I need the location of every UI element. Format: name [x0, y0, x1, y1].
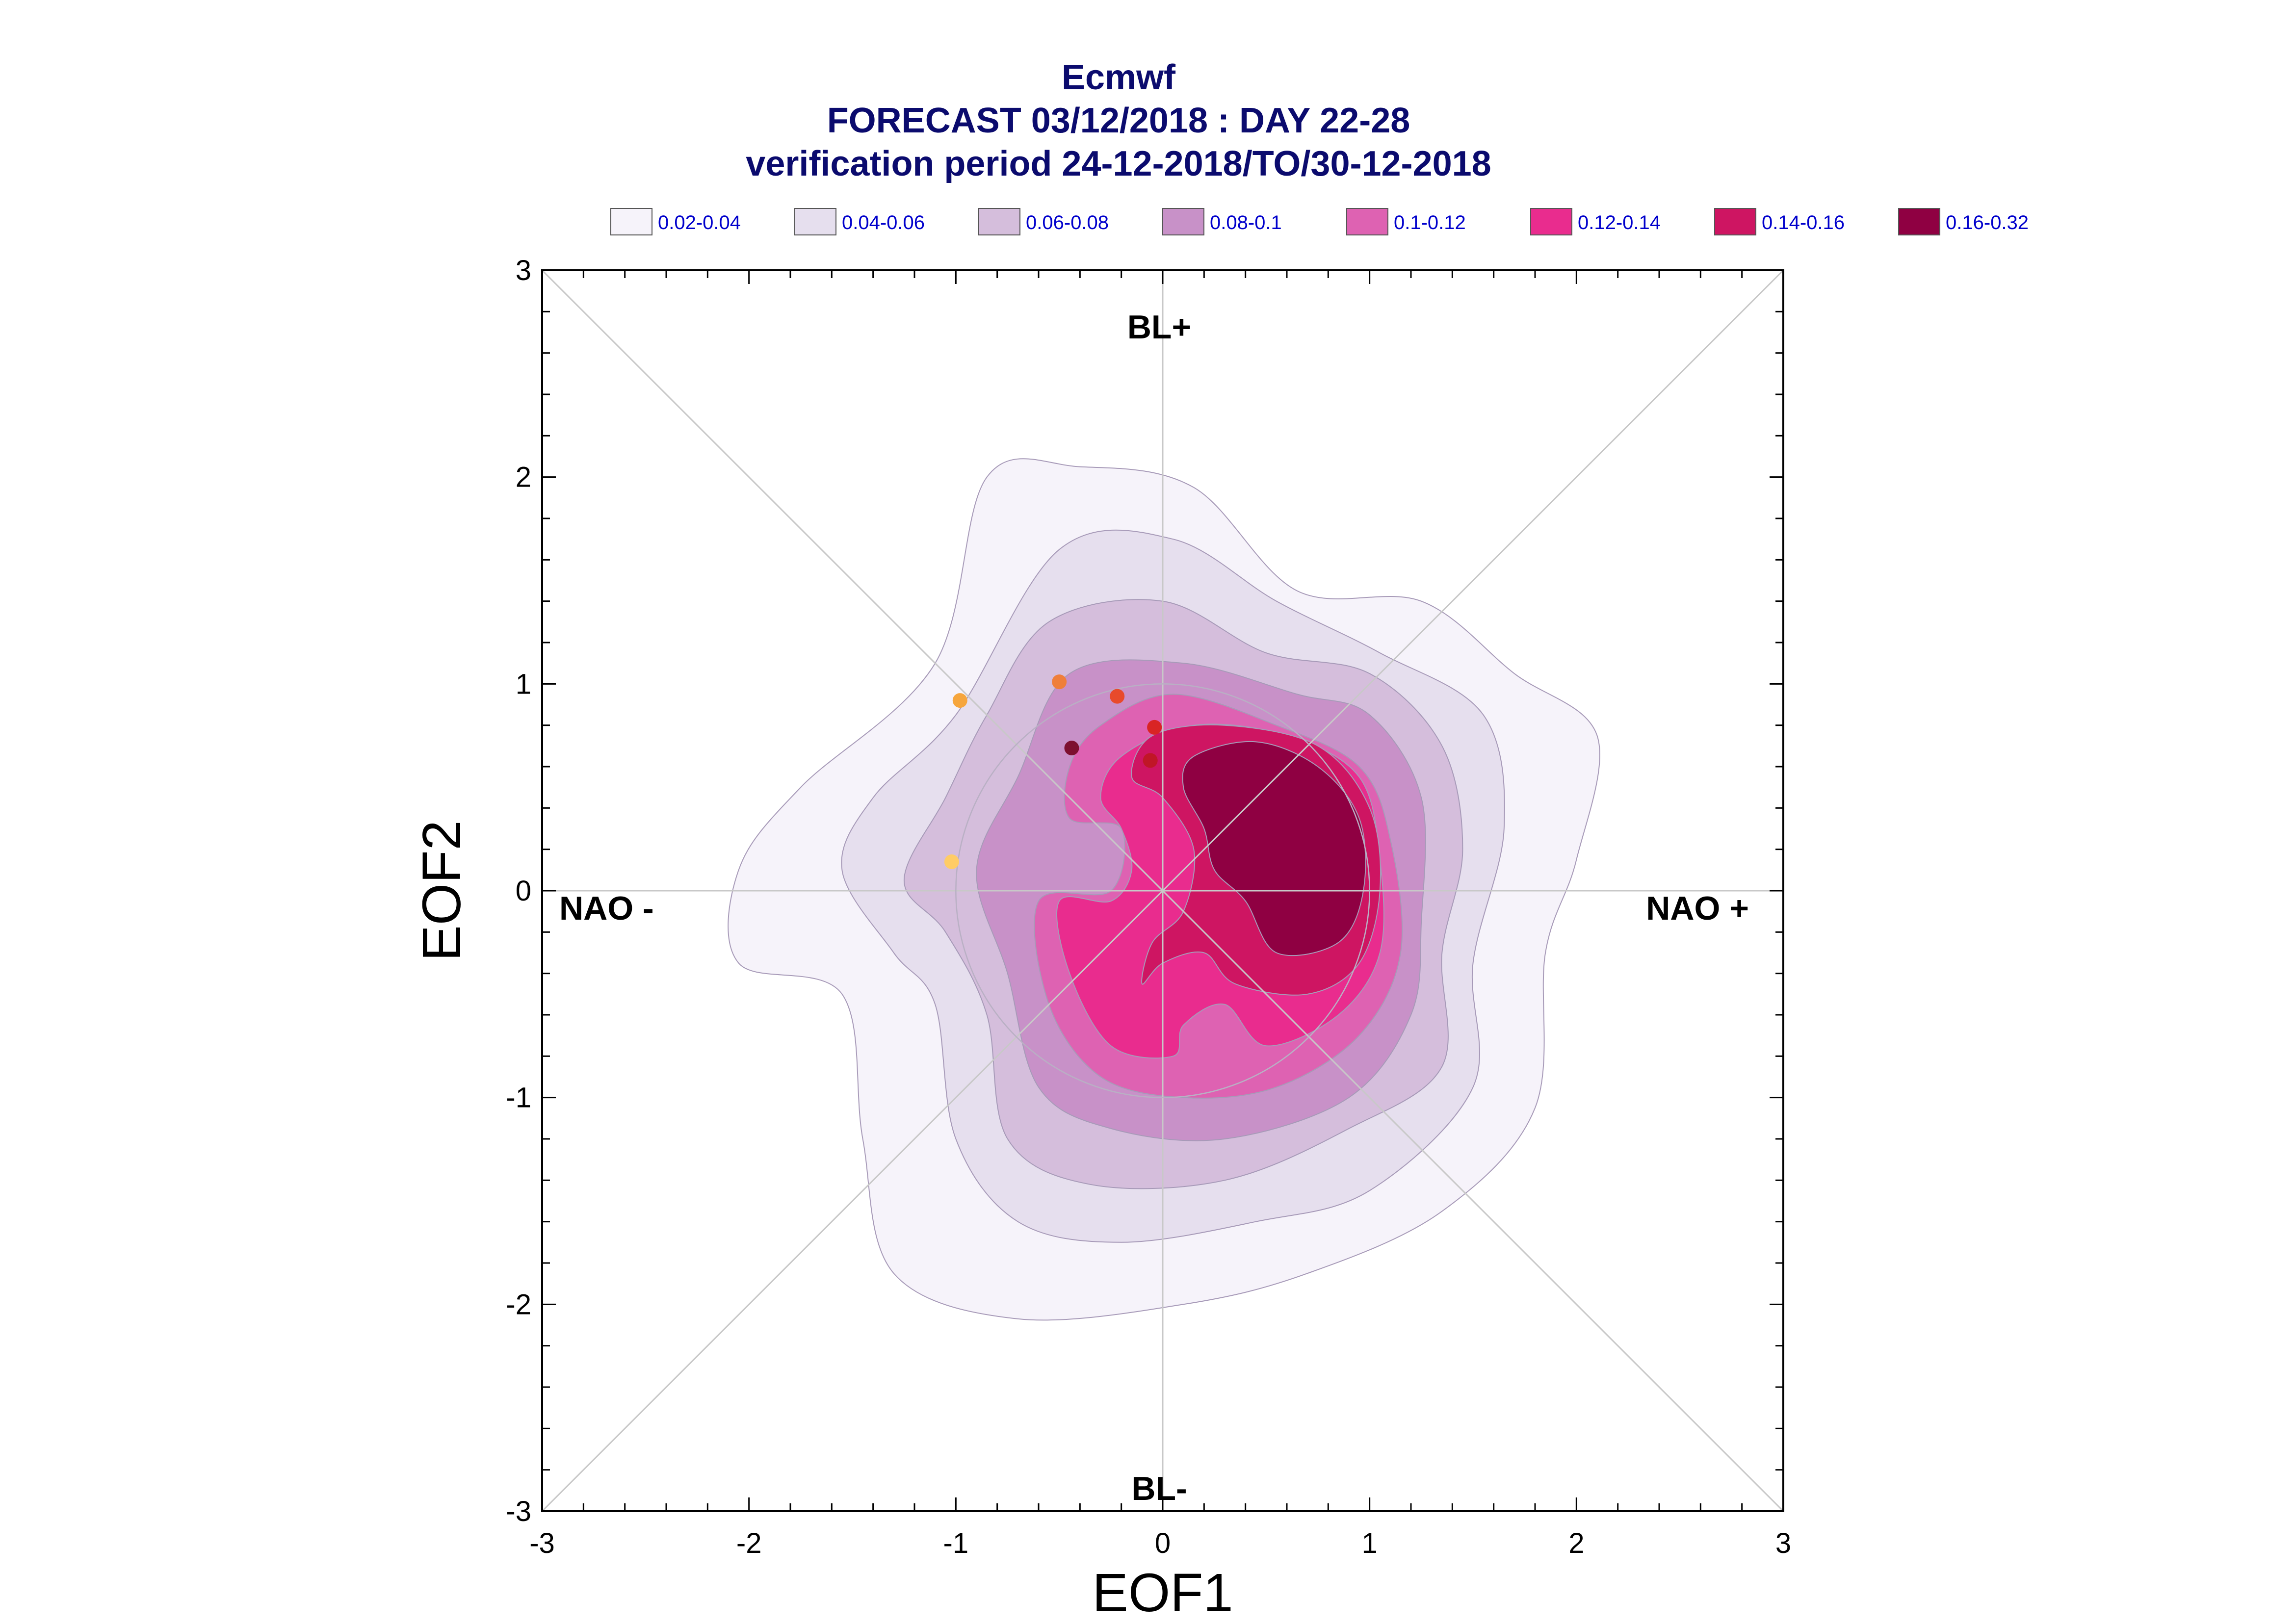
ensemble-point-4 [1110, 689, 1125, 704]
legend-label: 0.12-0.14 [1578, 212, 1661, 233]
x-tick-label: 0 [1155, 1527, 1171, 1559]
legend-swatch [1162, 208, 1204, 235]
legend-item: 0.04-0.06 [794, 208, 925, 235]
x-tick-label: -2 [736, 1527, 762, 1559]
legend-swatch [1346, 208, 1388, 235]
legend-item: 0.14-0.16 [1714, 208, 1845, 235]
legend-item: 0.08-0.1 [1162, 208, 1282, 235]
diagonal-line-2 [541, 269, 1784, 1512]
legend-item: 0.1-0.12 [1346, 208, 1466, 235]
chart-title-line1: Ecmwf [1062, 58, 1176, 97]
contour-level-8 [1182, 741, 1366, 956]
x-tick-label: 3 [1775, 1527, 1791, 1559]
ensemble-point-7 [1064, 741, 1079, 756]
regime-label-right: NAO + [1646, 890, 1749, 927]
legend-item: 0.12-0.14 [1530, 208, 1661, 235]
ensemble-point-3 [1052, 674, 1067, 690]
chart-title-line3: verification period 24-12-2018/TO/30-12-… [746, 144, 1491, 183]
legend-swatch [610, 208, 652, 235]
legend-swatch [1898, 208, 1940, 235]
reference-lines [541, 269, 1784, 1512]
legend-swatch [794, 208, 836, 235]
y-tick-label: 0 [516, 875, 531, 907]
legend-swatch [978, 208, 1020, 235]
legend-label: 0.14-0.16 [1762, 212, 1845, 233]
regime-label-left: NAO - [559, 890, 654, 927]
regime-label-bottom: BL- [1131, 1470, 1187, 1507]
plot-area: -3 -2 -1 0 1 2 3 -3 -2 -1 0 1 2 3 [506, 255, 1791, 1559]
x-tick-label: 2 [1568, 1527, 1584, 1559]
y-tick-label: 2 [516, 462, 531, 493]
legend-item: 0.02-0.04 [610, 208, 741, 235]
chart-title-line2: FORECAST 03/12/2018 : DAY 22-28 [827, 101, 1410, 140]
y-tick-label: -2 [506, 1289, 531, 1320]
ensemble-points [944, 674, 1162, 869]
unit-circle [955, 683, 1370, 1098]
legend-swatch [1530, 208, 1572, 235]
y-tick-label: 1 [516, 668, 531, 700]
legend-item: 0.06-0.08 [978, 208, 1109, 235]
y-axis-title: EOF2 [412, 820, 472, 961]
ensemble-point-2 [952, 693, 967, 708]
legend-label: 0.1-0.12 [1394, 212, 1466, 233]
y-tick-label: 3 [516, 255, 531, 286]
legend-swatch [1714, 208, 1756, 235]
ensemble-point-1 [944, 854, 959, 869]
legend: 0.02-0.04 0.04-0.06 0.06-0.08 0.08-0.1 0.1-0… [610, 208, 2029, 235]
x-tick-label: 1 [1362, 1527, 1378, 1559]
y-tick-label: -3 [506, 1495, 531, 1527]
legend-label: 0.02-0.04 [658, 212, 741, 233]
ensemble-point-6 [1143, 753, 1158, 768]
ensemble-point-5 [1147, 720, 1162, 735]
legend-item: 0.16-0.32 [1898, 208, 2029, 235]
regime-label-top: BL+ [1127, 309, 1191, 346]
x-tick-label: -3 [529, 1527, 555, 1559]
legend-label: 0.16-0.32 [1946, 212, 2029, 233]
legend-label: 0.06-0.08 [1026, 212, 1109, 233]
legend-label: 0.04-0.06 [842, 212, 925, 233]
x-tick-label: -1 [943, 1527, 969, 1559]
legend-label: 0.08-0.1 [1210, 212, 1282, 233]
axis-ticks: -3 -2 -1 0 1 2 3 -3 -2 -1 0 1 2 3 [506, 255, 1791, 1559]
x-axis-title: EOF1 [1092, 1563, 1233, 1623]
y-tick-label: -1 [506, 1082, 531, 1114]
